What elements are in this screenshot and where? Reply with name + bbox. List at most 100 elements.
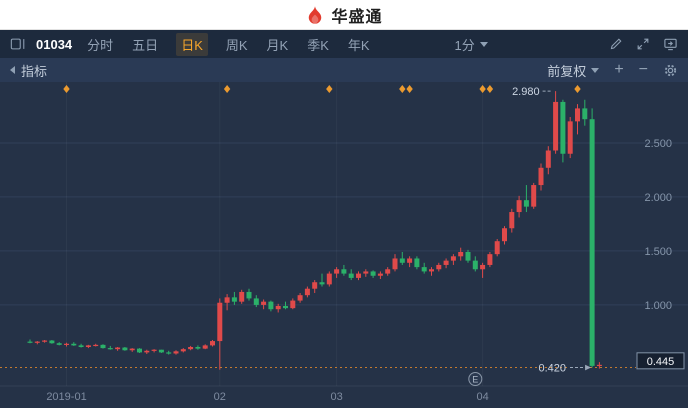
candle — [312, 280, 318, 294]
sidebar-toggle-icon[interactable] — [10, 37, 26, 51]
edit-icon[interactable] — [609, 37, 623, 51]
settings-gear-icon[interactable] — [663, 63, 678, 78]
candle — [166, 350, 172, 355]
candle — [253, 295, 259, 308]
tab-monthly-k[interactable]: 月K — [266, 37, 289, 53]
candle — [523, 185, 529, 213]
event-diamond-marker[interactable] — [399, 85, 406, 93]
candle — [246, 288, 252, 301]
tab-5day[interactable]: 五日 — [132, 37, 159, 53]
candle — [509, 208, 515, 233]
candle — [239, 289, 245, 304]
candle — [458, 247, 464, 261]
candle — [567, 117, 573, 159]
candle — [370, 270, 376, 278]
candle — [85, 344, 91, 349]
chart-toolbar: 01034 分时 五日 日K 周K 月K 季K 年K 1分 — [0, 30, 688, 58]
candle — [56, 342, 62, 346]
x-axis-label: 03 — [330, 391, 342, 403]
candle — [582, 99, 588, 126]
candle — [348, 269, 354, 281]
event-diamond-marker[interactable] — [326, 85, 333, 93]
candle — [414, 256, 420, 270]
candle — [304, 286, 310, 298]
candlestick-chart[interactable]: 2.500 2.000 1.500 1.000 2.980 0.420 0.445 E 2019… — [0, 82, 688, 408]
interval-dropdown[interactable]: 1分 — [455, 35, 488, 54]
candle — [429, 267, 434, 276]
zoom-in-button[interactable]: + — [614, 61, 624, 78]
candle — [71, 342, 77, 346]
y-axis-tick: 2.500 — [644, 138, 672, 150]
candle — [290, 298, 296, 310]
candle — [407, 256, 413, 268]
candle — [480, 262, 486, 278]
candle — [158, 349, 164, 353]
event-diamond-marker[interactable] — [479, 85, 486, 93]
candle — [385, 267, 391, 276]
zoom-out-button[interactable]: − — [638, 61, 648, 78]
chevron-down-icon — [479, 41, 488, 47]
event-badge-e[interactable]: E — [468, 372, 483, 386]
svg-text:E: E — [472, 375, 478, 385]
tab-realtime[interactable]: 分时 — [87, 37, 114, 53]
candle — [341, 264, 347, 276]
y-axis-tick: 1.500 — [644, 246, 672, 258]
candle — [78, 343, 84, 348]
candle — [399, 251, 405, 265]
y-axis-tick: 2.000 — [644, 192, 672, 204]
candle — [275, 303, 281, 313]
candle — [224, 294, 230, 311]
tab-daily-k[interactable]: 日K — [176, 32, 208, 56]
chart-canvas[interactable]: 2.500 2.000 1.500 1.000 2.980 0.420 0.445 E 2019… — [0, 82, 688, 408]
candle — [122, 347, 128, 351]
candle — [443, 258, 449, 269]
event-diamond-marker[interactable] — [574, 85, 581, 93]
x-axis-label: 02 — [214, 391, 226, 403]
candle — [188, 345, 194, 351]
expand-icon[interactable] — [636, 37, 650, 51]
event-diamond-marker[interactable] — [486, 85, 494, 93]
candle — [465, 249, 471, 263]
tab-weekly-k[interactable]: 周K — [225, 37, 248, 53]
candle — [297, 293, 303, 303]
candle — [516, 195, 522, 218]
candle — [319, 273, 325, 287]
candle — [560, 99, 566, 163]
indicator-label[interactable]: 指标 — [21, 63, 48, 79]
candle — [436, 262, 442, 272]
candle — [363, 269, 369, 277]
candle — [545, 146, 551, 175]
y-axis-tick: 1.000 — [644, 300, 672, 312]
high-price-label: 2.980 — [512, 86, 540, 98]
candle — [283, 301, 288, 310]
candle — [450, 254, 456, 265]
candle — [531, 182, 537, 209]
candle — [575, 104, 580, 135]
collapse-icon[interactable] — [10, 66, 15, 74]
candle — [326, 271, 332, 287]
candle — [377, 271, 383, 279]
event-diamond-marker[interactable] — [406, 85, 413, 93]
candle — [42, 339, 48, 343]
event-diamond-marker[interactable] — [63, 85, 70, 93]
candle — [107, 345, 113, 350]
candle — [93, 343, 99, 347]
tab-quarterly-k[interactable]: 季K — [307, 37, 329, 53]
candle — [502, 226, 507, 245]
adjust-dropdown[interactable]: 前复权 — [547, 61, 600, 80]
candle — [202, 344, 208, 350]
candle — [538, 163, 544, 191]
candle — [180, 348, 186, 353]
candle — [553, 91, 559, 154]
candle — [27, 339, 33, 344]
event-diamond-marker[interactable] — [223, 85, 231, 93]
indicator-bar: 指标 前复权 + − — [0, 58, 688, 82]
tab-yearly-k[interactable]: 年K — [347, 37, 370, 53]
candle — [64, 342, 69, 347]
candle — [231, 291, 237, 305]
brand-logo-icon — [305, 5, 325, 25]
candle — [472, 256, 478, 272]
screen-icon[interactable] — [663, 37, 678, 51]
candle — [137, 348, 142, 353]
